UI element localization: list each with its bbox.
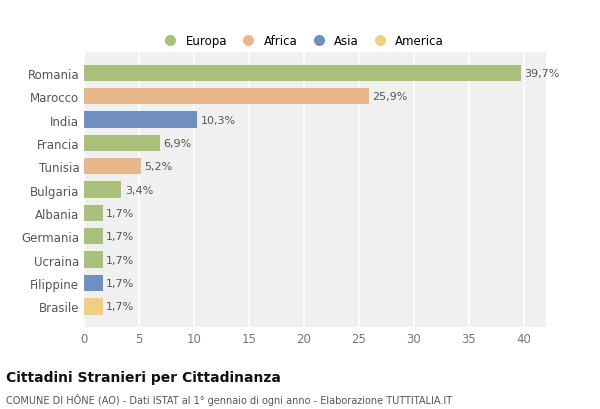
Bar bbox=[84, 182, 121, 198]
Bar bbox=[84, 159, 141, 175]
Text: 3,4%: 3,4% bbox=[125, 185, 153, 195]
Bar bbox=[84, 252, 103, 268]
Text: 6,9%: 6,9% bbox=[163, 139, 191, 148]
Bar bbox=[84, 229, 103, 245]
Bar bbox=[84, 65, 521, 82]
Bar bbox=[84, 112, 197, 128]
Text: Cittadini Stranieri per Cittadinanza: Cittadini Stranieri per Cittadinanza bbox=[6, 370, 281, 384]
Bar bbox=[84, 135, 160, 152]
Bar bbox=[84, 275, 103, 292]
Text: 25,9%: 25,9% bbox=[372, 92, 407, 102]
Text: 10,3%: 10,3% bbox=[200, 115, 236, 125]
Text: 1,7%: 1,7% bbox=[106, 279, 134, 288]
Legend: Europa, Africa, Asia, America: Europa, Africa, Asia, America bbox=[155, 31, 448, 52]
Text: 1,7%: 1,7% bbox=[106, 301, 134, 312]
Text: 1,7%: 1,7% bbox=[106, 232, 134, 242]
Text: 1,7%: 1,7% bbox=[106, 209, 134, 218]
Bar bbox=[84, 89, 369, 105]
Text: 39,7%: 39,7% bbox=[524, 69, 559, 79]
Text: 1,7%: 1,7% bbox=[106, 255, 134, 265]
Bar bbox=[84, 299, 103, 315]
Bar bbox=[84, 205, 103, 222]
Text: COMUNE DI HÔNE (AO) - Dati ISTAT al 1° gennaio di ogni anno - Elaborazione TUTTI: COMUNE DI HÔNE (AO) - Dati ISTAT al 1° g… bbox=[6, 393, 452, 405]
Text: 5,2%: 5,2% bbox=[145, 162, 173, 172]
